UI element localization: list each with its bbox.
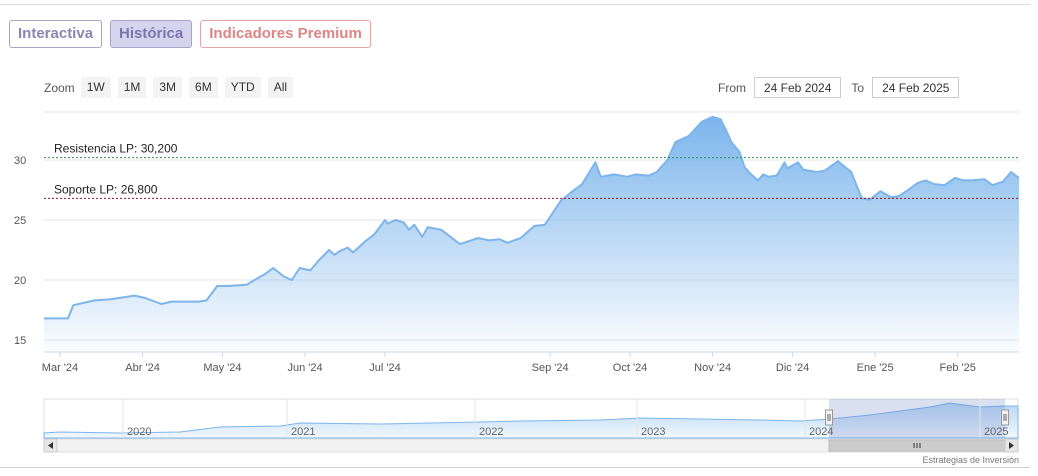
bottom-divider <box>0 467 1030 468</box>
to-date-input[interactable]: 24 Feb 2025 <box>872 77 960 98</box>
navigator-year-label: 2023 <box>641 426 665 438</box>
y-axis: 15 20 25 30 <box>14 155 26 347</box>
x-tick-label: Nov '24 <box>694 362 731 374</box>
reference-lines: Resistencia LP: 30,200 Soporte LP: 26,800 <box>44 142 1019 199</box>
x-tick-label: Jul '24 <box>369 362 400 374</box>
from-label: From <box>718 80 746 95</box>
x-tick-label: Jun '24 <box>287 362 322 374</box>
y-tick-label: 20 <box>14 275 26 287</box>
navigator-year-label: 2022 <box>479 426 503 438</box>
tab-indicadores-premium[interactable]: Indicadores Premium <box>200 20 371 48</box>
x-tick-label: Ene '25 <box>857 362 894 374</box>
y-tick-label: 30 <box>14 155 26 167</box>
zoom-all-button[interactable]: All <box>267 77 294 98</box>
x-tick-label: Feb '25 <box>940 362 976 374</box>
y-tick-label: 25 <box>14 215 26 227</box>
navigator-year-label: 2024 <box>809 426 833 438</box>
zoom-label: Zoom <box>44 80 75 95</box>
zoom-ytd-button[interactable]: YTD <box>224 77 261 98</box>
navigator-year-label: 2021 <box>291 426 315 438</box>
chart-mode-tabs: Interactiva Histórica Indicadores Premiu… <box>9 20 371 48</box>
x-tick-label: Mar '24 <box>42 362 78 374</box>
x-tick-label: Abr '24 <box>125 362 160 374</box>
scrollbar[interactable] <box>43 438 1019 453</box>
chevron-right-icon <box>1009 442 1014 449</box>
navigator-year-label: 2025 <box>984 426 1008 438</box>
date-range-selector: From 24 Feb 2024 To 24 Feb 2025 <box>718 77 969 98</box>
x-tick-label: May '24 <box>203 362 241 374</box>
x-tick-label: Oct '24 <box>613 362 648 374</box>
from-date-input[interactable]: 24 Feb 2024 <box>754 77 842 98</box>
navigator-handle-right[interactable] <box>1001 409 1009 426</box>
top-divider <box>0 4 1030 5</box>
price-area-fill <box>44 116 1019 352</box>
price-area <box>44 115 1020 353</box>
navigator-selection <box>829 399 1005 438</box>
tab-historica[interactable]: Histórica <box>110 20 193 48</box>
tab-interactiva[interactable]: Interactiva <box>9 20 103 48</box>
support-label: Soporte LP: 26,800 <box>54 182 158 196</box>
navigator[interactable]: 2020 2021 2022 2023 2024 2025 <box>43 398 1019 439</box>
to-label: To <box>851 80 865 95</box>
navigator-year-label: 2020 <box>127 426 151 438</box>
zoom-selector: Zoom 1W 1M 3M 6M YTD All <box>44 77 300 98</box>
zoom-1w-button[interactable]: 1W <box>80 77 111 98</box>
price-line <box>44 115 1020 320</box>
chevron-left-icon <box>48 442 53 449</box>
zoom-1m-button[interactable]: 1M <box>117 77 147 98</box>
zoom-3m-button[interactable]: 3M <box>153 77 183 98</box>
y-tick-label: 15 <box>14 335 26 347</box>
x-tick-label: Sep '24 <box>532 362 569 374</box>
zoom-6m-button[interactable]: 6M <box>189 77 218 98</box>
x-tick-label: Dic '24 <box>776 362 809 374</box>
resistance-label: Resistencia LP: 30,200 <box>54 142 178 156</box>
credit-text: Estrategias de Inversión <box>922 455 1019 465</box>
navigator-handle-left[interactable] <box>825 409 833 426</box>
x-axis: Mar '24 Abr '24 May '24 Jun '24 Jul '24 Sep '… <box>42 352 976 374</box>
